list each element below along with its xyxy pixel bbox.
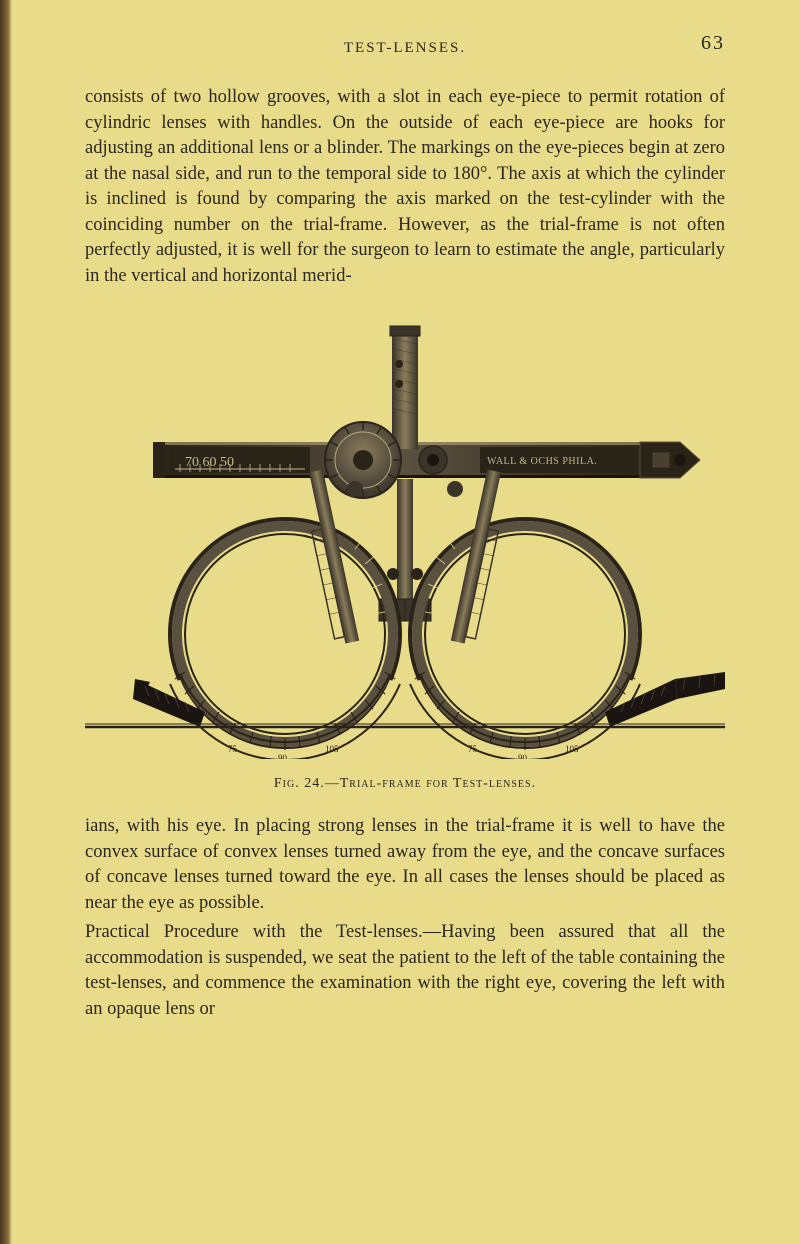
right-scale-105: 105 [565, 744, 579, 754]
page-number: 63 [701, 32, 725, 55]
left-eyepiece: 75 90 105 [133, 470, 400, 760]
figure-container: 70 60 50 WALL & OCHS PHILA. [85, 314, 725, 792]
page-content: TEST-LENSES. 63 consists of two hollow g… [0, 0, 800, 1066]
paragraph-1: consists of two hollow grooves, with a s… [85, 85, 725, 289]
running-header: TEST-LENSES. 63 [85, 40, 725, 57]
nose-post [392, 329, 418, 449]
right-eyepiece: 75 90 105 [410, 470, 725, 760]
paragraph-2: ians, with his eye. In placing strong le… [85, 814, 725, 916]
left-scale-75: 75 [228, 744, 238, 754]
header-title: TEST-LENSES. [344, 40, 466, 56]
body-text-upper: consists of two hollow grooves, with a s… [85, 85, 725, 289]
nose-pad-bar [397, 479, 413, 599]
practical-heading-text: Practical Procedure with the Test-lenses… [85, 922, 423, 942]
scale-numbers: 70 60 50 [185, 455, 234, 470]
paragraph-3: Practical Procedure with the Test-lenses… [85, 920, 725, 1022]
right-scale-75: 75 [468, 744, 478, 754]
left-scale-90: 90 [278, 753, 288, 759]
body-text-lower: ians, with his eye. In placing strong le… [85, 814, 725, 1022]
right-scale-90: 90 [518, 753, 528, 759]
trial-frame-illustration: 70 60 50 WALL & OCHS PHILA. [85, 314, 725, 759]
left-scale-105: 105 [325, 744, 339, 754]
maker-label: WALL & OCHS PHILA. [487, 456, 597, 467]
figure-caption: Fig. 24.—Trial-frame for Test-lenses. [85, 776, 725, 792]
